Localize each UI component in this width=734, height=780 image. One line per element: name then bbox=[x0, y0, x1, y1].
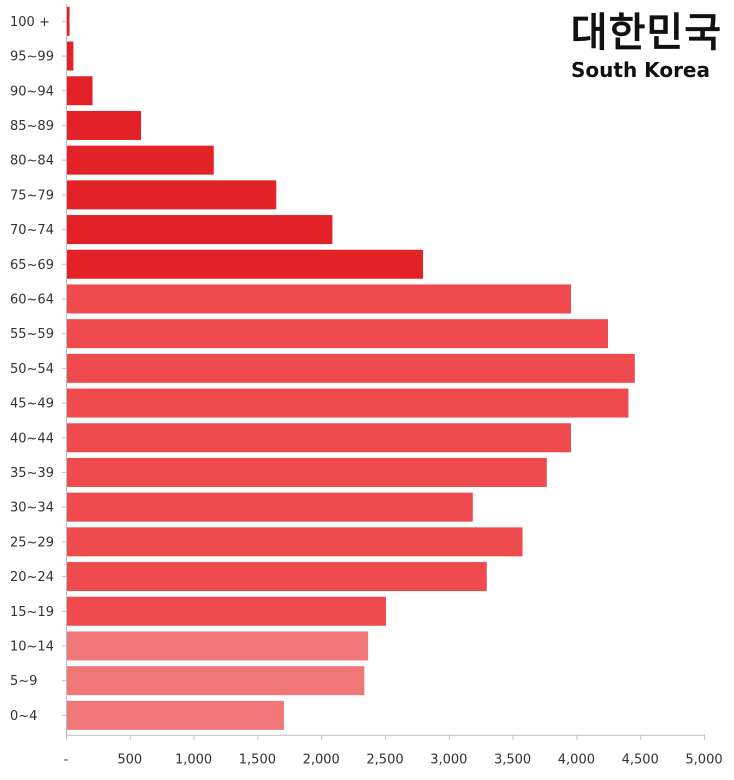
y-tick-label: 60~64 bbox=[10, 292, 54, 307]
bar-14 bbox=[67, 492, 473, 522]
bar-17 bbox=[67, 596, 386, 626]
y-tick-label: 35~39 bbox=[10, 466, 54, 481]
x-tick-label: 4,500 bbox=[622, 753, 659, 768]
chart-subtitle: South Korea bbox=[571, 58, 710, 82]
bar-5 bbox=[67, 180, 277, 210]
x-tick-label: 500 bbox=[117, 753, 142, 768]
y-tick-label: 85~89 bbox=[10, 119, 54, 134]
y-tick-label: 70~74 bbox=[10, 223, 54, 238]
bar-6 bbox=[67, 215, 333, 245]
bar-8 bbox=[67, 284, 572, 314]
y-tick-label: 45~49 bbox=[10, 397, 54, 412]
y-tick-label: 0~4 bbox=[10, 709, 37, 724]
y-tick-label: 75~79 bbox=[10, 188, 54, 203]
x-tick-label: 5,000 bbox=[685, 753, 722, 768]
bar-16 bbox=[67, 562, 487, 592]
y-tick-label: 55~59 bbox=[10, 327, 54, 342]
y-tick-label: 50~54 bbox=[10, 362, 54, 377]
chart-title: 대한민국 bbox=[570, 10, 722, 56]
x-tick-label: 1,500 bbox=[239, 753, 276, 768]
x-tick-label: 2,000 bbox=[303, 753, 340, 768]
bar-9 bbox=[67, 319, 609, 349]
bar-19 bbox=[67, 666, 365, 696]
bar-18 bbox=[67, 631, 369, 661]
bar-3 bbox=[67, 110, 142, 140]
bar-12 bbox=[67, 423, 572, 453]
x-tick-label: 1,000 bbox=[175, 753, 212, 768]
y-tick-label: 10~14 bbox=[10, 639, 54, 654]
y-tick-label: 5~9 bbox=[10, 674, 37, 689]
bar-13 bbox=[67, 457, 547, 487]
bar-10 bbox=[67, 353, 635, 383]
bar-11 bbox=[67, 388, 629, 418]
y-tick-label: 95~99 bbox=[10, 50, 54, 65]
y-tick-label: 100 + bbox=[10, 15, 50, 30]
x-tick-label: 3,000 bbox=[430, 753, 467, 768]
y-tick-label: 15~19 bbox=[10, 605, 54, 620]
bar-2 bbox=[67, 76, 93, 106]
x-tick-label: 4,000 bbox=[558, 753, 595, 768]
x-tick-label: 3,500 bbox=[494, 753, 531, 768]
y-tick-label: 80~84 bbox=[10, 154, 54, 169]
bar-0 bbox=[67, 6, 70, 36]
x-tick-label: 2,500 bbox=[366, 753, 403, 768]
bar-4 bbox=[67, 145, 214, 175]
bar-15 bbox=[67, 527, 523, 557]
y-tick-label: 90~94 bbox=[10, 84, 54, 99]
y-tick-label: 65~69 bbox=[10, 258, 54, 273]
bar-7 bbox=[67, 249, 424, 279]
y-tick-label: 20~24 bbox=[10, 570, 54, 585]
x-tick-label: - bbox=[64, 753, 69, 768]
y-tick-label: 30~34 bbox=[10, 501, 54, 516]
y-tick-label: 40~44 bbox=[10, 431, 54, 446]
y-tick-label: 25~29 bbox=[10, 535, 54, 550]
bar-20 bbox=[67, 700, 284, 730]
bar-1 bbox=[67, 41, 74, 71]
